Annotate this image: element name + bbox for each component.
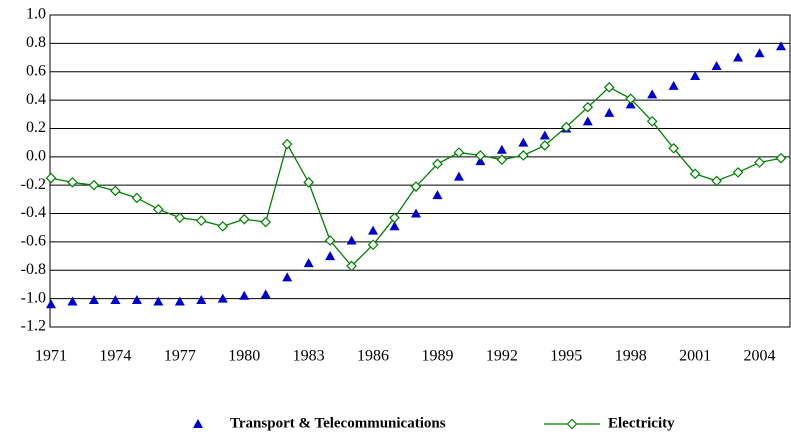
y-tick-label: -1.0 [21,289,46,306]
y-tick-label: -1.2 [21,318,46,335]
diamond-marker [518,150,529,161]
triangle-marker [131,295,142,305]
x-tick-label: 1980 [228,348,260,365]
triangle-marker [690,70,701,80]
triangle-marker [582,116,593,126]
x-tick-label: 2001 [679,348,711,365]
y-tick-label: -0.4 [21,204,46,221]
triangle-marker [518,137,529,147]
triangle-marker [647,89,658,99]
diamond-marker [625,93,637,105]
series-line [50,86,782,267]
diamond-marker [281,138,293,150]
triangle-marker [217,293,228,303]
triangle-marker [239,290,250,300]
triangle-marker [604,107,615,117]
triangle-marker [303,258,314,268]
y-tick-label: -0.6 [21,233,46,250]
x-tick-label: 1995 [550,348,582,365]
diamond-marker [711,175,722,187]
triangle-marker [110,295,121,305]
diamond-marker [668,142,679,154]
diamond-marker [67,176,78,188]
legend-marker [566,418,578,430]
triangle-marker [711,61,722,71]
diamond-marker [646,116,658,127]
diamond-marker [560,121,572,133]
triangle-marker [776,41,786,51]
diamond-marker [346,260,357,272]
x-tick-label: 2004 [744,348,776,365]
triangle-marker [432,190,443,200]
y-tick-label: 0.4 [26,91,46,108]
diamond-marker [754,157,765,168]
triangle-marker [453,171,464,181]
diamond-marker [367,239,379,251]
x-tick-label: 1974 [99,348,131,365]
diamond-marker [582,101,594,113]
triangle-marker [174,296,185,306]
legend-marker [193,419,203,428]
diamond-marker [389,212,400,224]
diamond-marker [324,235,336,246]
diamond-marker [174,212,186,224]
y-tick-label: 0.6 [26,62,46,79]
triangle-marker [668,80,679,90]
diamond-marker [45,172,57,184]
diamond-marker [410,181,422,192]
diamond-marker [195,215,207,226]
diamond-marker [238,213,250,225]
triangle-marker [46,299,56,309]
triangle-marker [346,235,357,245]
diamond-marker [303,176,314,188]
diamond-marker [603,81,615,93]
triangle-marker [733,52,744,62]
triangle-marker [88,295,99,305]
diamond-marker [475,150,486,161]
x-tick-label: 1989 [421,348,453,365]
diamond-marker [539,140,551,151]
x-tick-label: 1977 [164,348,196,365]
triangle-marker [368,225,379,235]
y-tick-label: -0.2 [21,176,46,193]
y-tick-label: 0.0 [26,147,46,164]
diamond-marker [217,220,229,232]
triangle-marker [153,296,164,306]
triangle-marker [260,289,271,299]
diamond-marker [260,216,272,228]
y-tick-label: -0.8 [21,261,46,278]
triangle-marker [389,221,400,231]
triangle-marker [282,272,293,282]
diamond-marker [732,167,744,178]
y-tick-label: 1.0 [26,6,46,23]
triangle-marker [754,48,765,58]
triangle-marker [496,144,507,154]
triangle-marker [196,295,207,305]
diamond-marker [153,203,164,215]
legend-text: Electricity [608,415,675,431]
diamond-marker [88,179,100,191]
diamond-marker [432,158,443,170]
diamond-marker [775,152,787,164]
diamond-marker [496,154,508,166]
y-tick-label: 0.2 [26,119,46,136]
y-tick-label: 0.8 [26,34,46,51]
diamond-marker [453,147,465,158]
legend-text: Transport & Telecommunications [230,415,446,431]
triangle-marker [325,251,336,261]
x-tick-label: 1998 [615,348,647,365]
diamond-marker [110,185,121,197]
triangle-marker [411,208,421,218]
plot-area [49,14,791,328]
x-tick-label: 1971 [35,348,67,365]
diamond-marker [131,192,143,204]
triangle-marker [539,130,550,140]
x-tick-label: 1983 [293,348,325,365]
x-tick-label: 1986 [357,348,389,365]
x-tick-label: 1992 [486,348,518,365]
diamond-marker [689,168,701,180]
triangle-marker [67,296,78,306]
